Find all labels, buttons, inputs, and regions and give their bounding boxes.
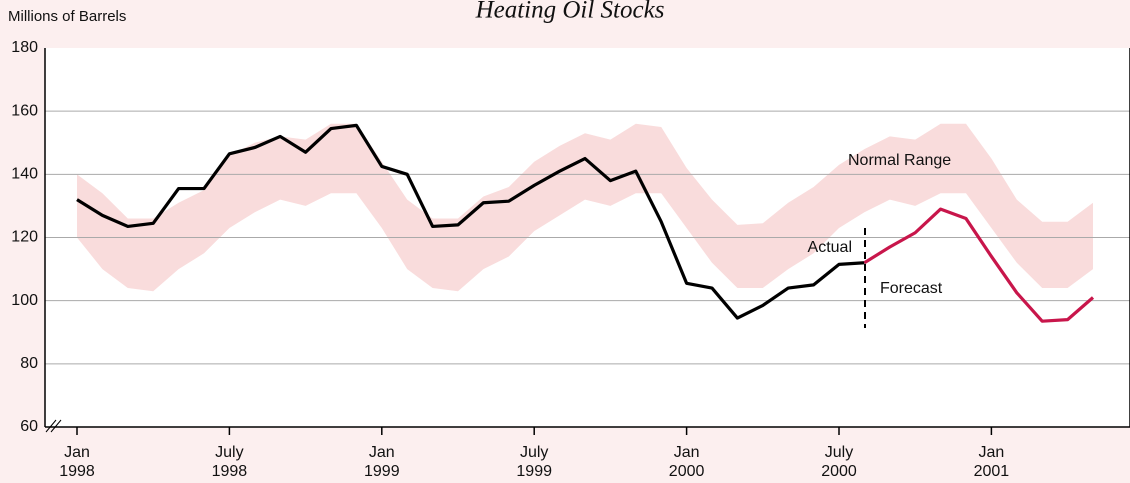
chart-title: Heating Oil Stocks (475, 0, 665, 24)
grid-layer (45, 110, 1130, 365)
x-tick-label: Jan 1998 (59, 444, 95, 480)
y-tick-label: 180 (11, 39, 38, 56)
y-tick-label: 60 (20, 418, 38, 435)
range-label: Normal Range (848, 152, 951, 169)
line-layer (76, 123, 1095, 323)
x-tick-label: July 2000 (821, 444, 857, 480)
x-tick-label: July 1998 (211, 444, 248, 480)
y-tick-label: 80 (20, 355, 38, 372)
forecast-label: Forecast (880, 280, 943, 297)
series-line (863, 207, 1095, 323)
x-tick-label: Jan 2000 (668, 444, 705, 480)
y-tick-label: 120 (11, 229, 38, 246)
x-tick-label: July 1999 (516, 444, 552, 480)
x-tick-label: Jan 2001 (973, 444, 1010, 480)
y-tick-label: 140 (11, 166, 38, 183)
y-axis-label: Millions of Barrels (8, 8, 126, 25)
band-layer (77, 123, 1093, 292)
y-tick-label: 160 (11, 102, 38, 119)
series-line (76, 123, 865, 320)
normal-range-band (77, 123, 1093, 292)
actual-label: Actual (808, 239, 852, 256)
y-tick-label: 100 (11, 292, 38, 309)
axis-break (45, 419, 62, 433)
x-tick-label: Jan 1999 (364, 444, 400, 480)
